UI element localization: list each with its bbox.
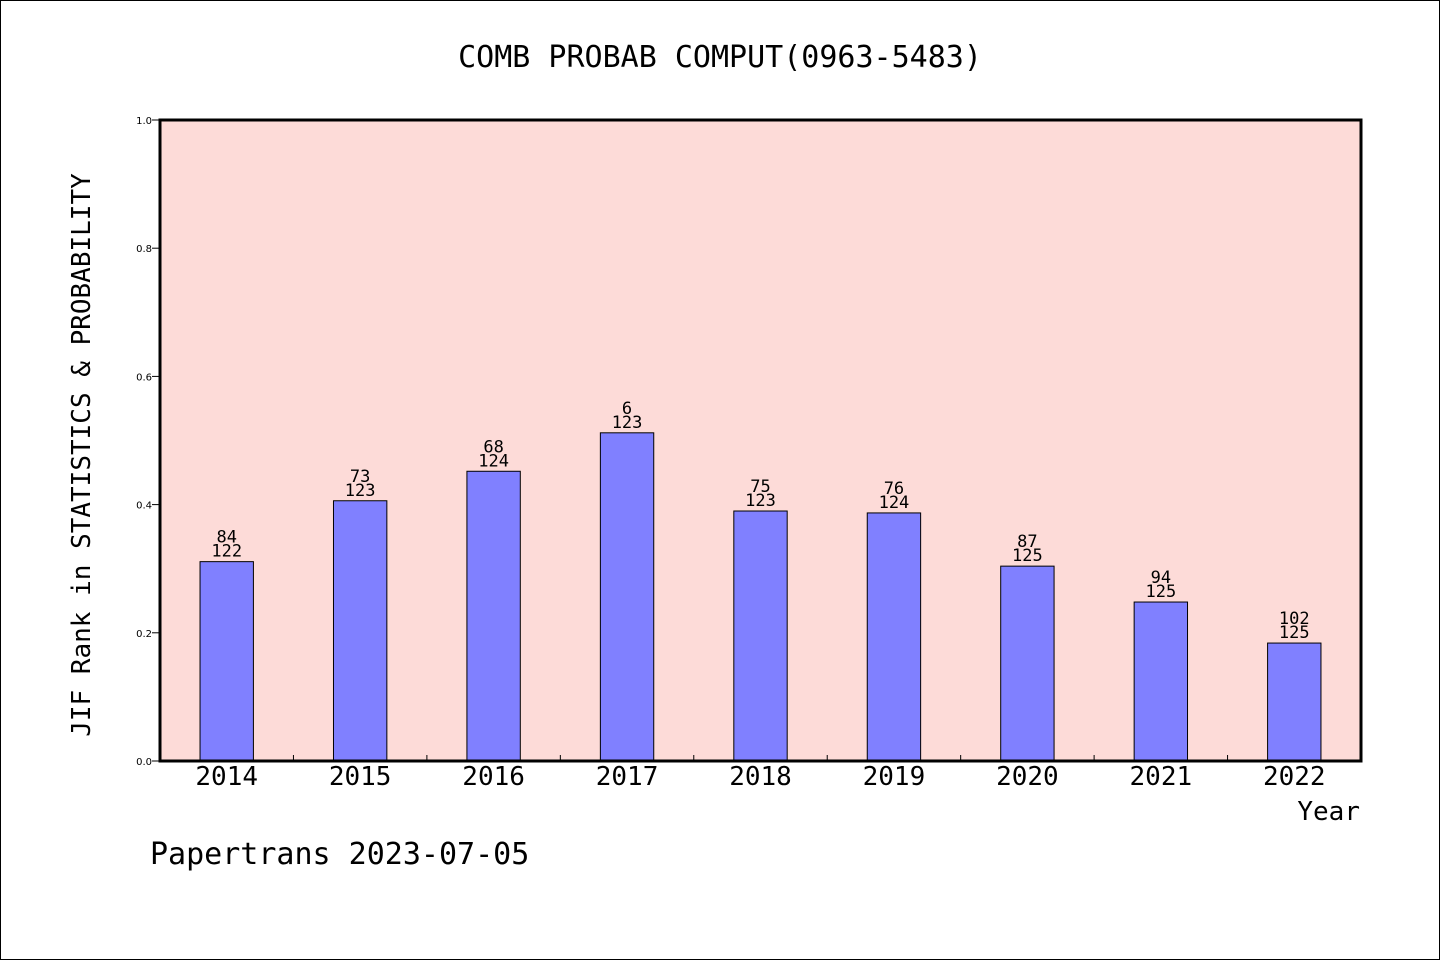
bar <box>332 500 388 762</box>
plot-border <box>158 118 1363 763</box>
x-axis-label: Year <box>1297 797 1360 827</box>
bar-total-label: 125 <box>1279 623 1310 643</box>
bar <box>1267 642 1322 762</box>
bar-total-label: 124 <box>478 451 509 471</box>
x-axis: 2014 2015 2016 2017 2018 2019 2020 2021 2022 <box>195 755 1326 792</box>
x-tick-label: 2018 <box>729 762 792 792</box>
bar-rank-label: 84 <box>216 528 236 548</box>
bar-total-label: 123 <box>745 491 776 511</box>
y-tick-label: 0.2 <box>136 629 152 640</box>
watermark-text: Papertrans 2023-07-05 <box>150 837 529 872</box>
bar <box>733 510 788 762</box>
bar-rank-label: 6 <box>622 399 632 419</box>
x-tick-label: 2022 <box>1263 762 1326 792</box>
y-tick-label: 0.8 <box>136 244 152 255</box>
bar-total-label: 125 <box>1145 582 1176 602</box>
bar <box>866 512 922 762</box>
chart-title: COMB PROBAB COMPUT(0963-5483) <box>458 40 982 75</box>
bar-total-label: 123 <box>612 413 643 433</box>
y-axis-label: JIF Rank in STATISTICS & PROBABILITY <box>67 173 97 737</box>
bar <box>1000 565 1055 762</box>
bar-rank-label: 75 <box>750 477 770 497</box>
x-tick-label: 2014 <box>195 762 258 792</box>
x-tick-label: 2016 <box>462 762 525 792</box>
y-tick-label: 0.4 <box>136 501 152 512</box>
bar-rank-label: 102 <box>1279 609 1310 629</box>
bar-rank-label: 87 <box>1017 532 1037 552</box>
x-tick-label: 2019 <box>863 762 926 792</box>
y-tick-label: 1.0 <box>136 116 152 127</box>
bar-total-label: 123 <box>345 481 376 501</box>
x-tick-label: 2021 <box>1130 762 1193 792</box>
bars <box>199 432 1322 762</box>
bar-total-label: 125 <box>1012 546 1043 566</box>
bar <box>199 561 254 762</box>
bar-total-label: 124 <box>879 493 910 513</box>
x-tick-label: 2017 <box>596 762 659 792</box>
bar-labels: 8412273123681246123751237612487125941251… <box>211 399 1309 643</box>
bar-rank-label: 76 <box>884 479 904 499</box>
bar-rank-label: 94 <box>1151 568 1171 588</box>
bar-rank-label: 73 <box>350 467 370 487</box>
x-tick-label: 2020 <box>996 762 1059 792</box>
bar-total-label: 122 <box>211 542 242 562</box>
bar <box>1133 601 1189 762</box>
bar <box>466 470 521 762</box>
bar <box>599 432 655 762</box>
y-axis: 0.0 0.2 0.4 0.6 0.8 1.0 <box>136 116 160 768</box>
bar-rank-label: 68 <box>483 437 503 457</box>
x-tick-label: 2015 <box>329 762 392 792</box>
y-tick-label: 0.6 <box>136 372 152 383</box>
y-tick-label: 0.0 <box>136 757 152 768</box>
